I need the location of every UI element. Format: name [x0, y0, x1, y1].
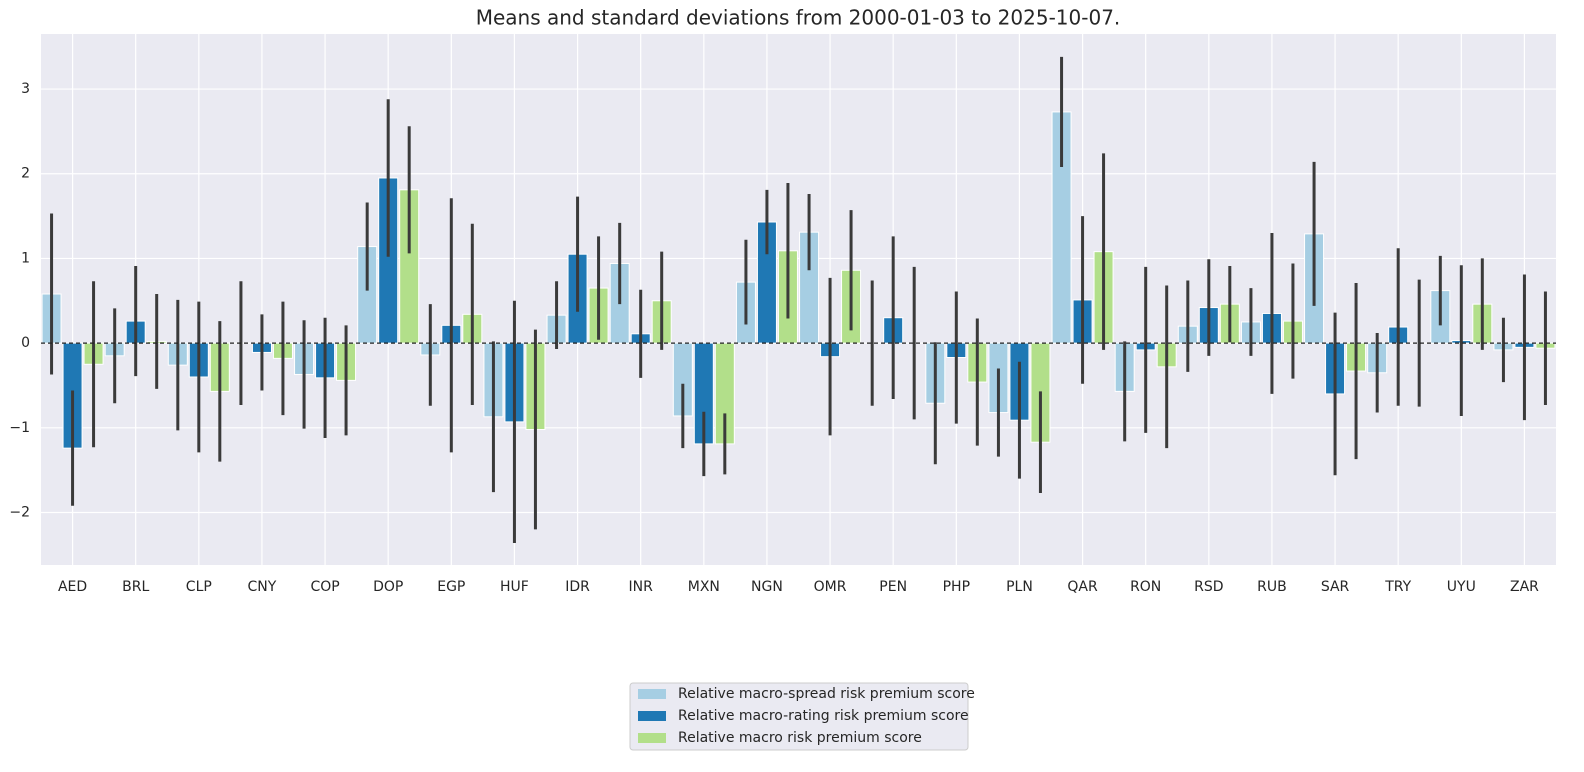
x-tick-label: COP: [310, 579, 339, 595]
x-tick-label: CNY: [248, 579, 277, 595]
legend: Relative macro-spread risk premium score…: [629, 682, 975, 751]
x-tick-label: IDR: [565, 579, 590, 595]
x-tick-label: RUB: [1257, 579, 1287, 595]
chart-title: Means and standard deviations from 2000-…: [476, 6, 1121, 30]
legend-swatch: [638, 711, 666, 721]
x-tick-label: OMR: [814, 579, 847, 595]
x-tick-label: UYU: [1447, 579, 1476, 595]
x-tick-label: CLP: [186, 579, 212, 595]
x-tick-label: ZAR: [1510, 579, 1539, 595]
x-tick-label: BRL: [122, 579, 149, 595]
x-tick-label: PHP: [943, 579, 970, 595]
legend-label: Relative macro risk premium score: [678, 730, 922, 746]
plot-area: [41, 34, 1556, 565]
x-tick-label: HUF: [500, 579, 529, 595]
x-tick-label: PLN: [1006, 579, 1033, 595]
x-tick-label: NGN: [751, 579, 783, 595]
legend-box: [629, 682, 969, 751]
y-tick-label: −2: [9, 504, 30, 520]
bars: [41, 56, 1556, 543]
y-tick-label: 2: [21, 166, 30, 182]
y-tick-label: 0: [21, 335, 30, 351]
x-tick-label: INR: [629, 579, 654, 595]
y-tick-label: 1: [21, 250, 30, 266]
x-tick-label: DOP: [373, 579, 403, 595]
x-tick-label: SAR: [1321, 579, 1350, 595]
legend-label: Relative macro-rating risk premium score: [678, 708, 969, 724]
x-tick-label: EGP: [437, 579, 465, 595]
legend-swatch: [638, 689, 666, 699]
x-tick-label: MXN: [688, 579, 720, 595]
x-tick-label: PEN: [879, 579, 907, 595]
y-tick-label: −1: [9, 420, 30, 436]
x-tick-label: RSD: [1194, 579, 1223, 595]
x-tick-label: TRY: [1384, 579, 1411, 595]
x-tick-label: AED: [58, 579, 87, 595]
y-tick-label: 3: [21, 81, 30, 97]
x-tick-label: RON: [1130, 579, 1161, 595]
legend-label: Relative macro-spread risk premium score: [678, 686, 975, 702]
legend-swatch: [638, 733, 666, 743]
x-tick-label: QAR: [1067, 579, 1098, 595]
